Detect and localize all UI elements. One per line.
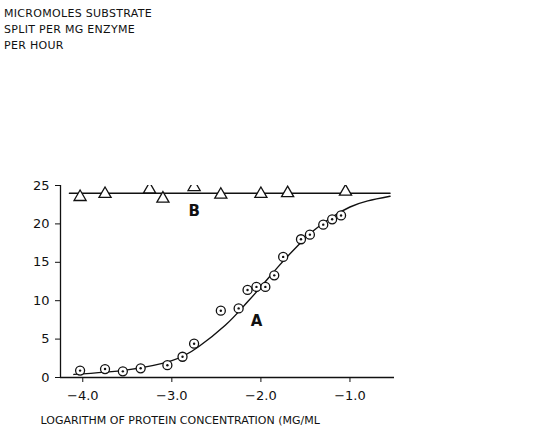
svg-text:A: A xyxy=(251,312,263,330)
svg-text:B: B xyxy=(188,202,199,220)
svg-text:25: 25 xyxy=(33,178,50,193)
svg-text:5: 5 xyxy=(41,331,49,346)
svg-text:−3.0: −3.0 xyxy=(156,388,188,403)
html-text:SPLIT PER MG ENZYME: SPLIT PER MG ENZYME xyxy=(4,23,135,36)
svg-text:0: 0 xyxy=(41,370,49,385)
html-text:MICROMOLES SUBSTRATE: MICROMOLES SUBSTRATE xyxy=(4,7,153,20)
svg-text:LOGARITHM OF PROTEIN CONCENTRA: LOGARITHM OF PROTEIN CONCENTRATION (MG/M… xyxy=(41,414,321,427)
svg-text:15: 15 xyxy=(33,254,50,269)
svg-text:10: 10 xyxy=(33,293,50,308)
html-text:PER HOUR: PER HOUR xyxy=(4,39,64,52)
svg-text:20: 20 xyxy=(33,216,50,231)
svg-text:−1.0: −1.0 xyxy=(334,388,366,403)
svg-text:−2.0: −2.0 xyxy=(245,388,277,403)
svg-text:−4.0: −4.0 xyxy=(67,388,99,403)
